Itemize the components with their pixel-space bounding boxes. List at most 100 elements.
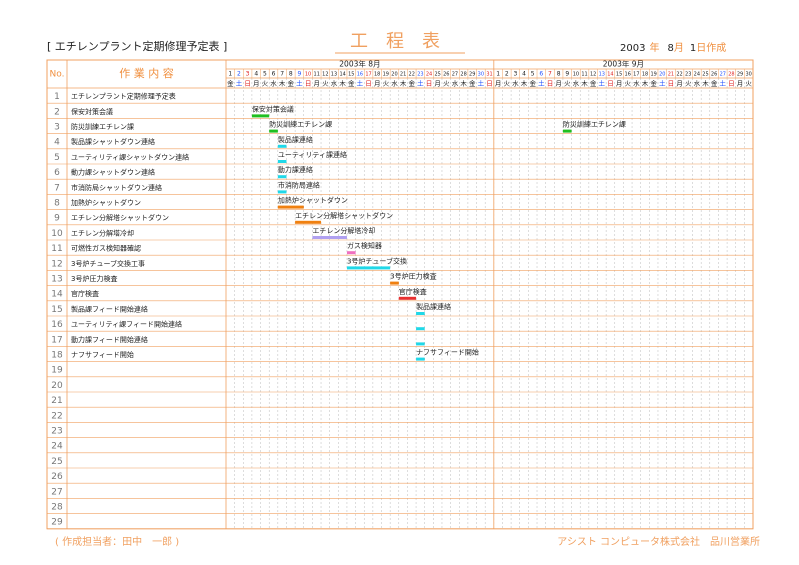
weekday: 日 xyxy=(728,80,735,88)
weekday: 土 xyxy=(538,79,545,88)
day-number: 25 xyxy=(434,71,440,77)
day-number: 2 xyxy=(505,70,509,77)
day-number: 9 xyxy=(565,70,569,77)
task-bar xyxy=(416,357,425,361)
day-number: 4 xyxy=(254,70,258,77)
weekday: 月 xyxy=(374,80,381,88)
weekday: 土 xyxy=(236,79,243,88)
date-unit: 月 xyxy=(674,42,684,54)
day-number: 26 xyxy=(443,71,449,77)
task-name: 製品課シャットダウン連絡 xyxy=(71,137,155,146)
bar-label: 防災訓練エチレン課 xyxy=(563,120,626,129)
row-number: 24 xyxy=(51,442,63,452)
bar-label: ナフサフィード開始 xyxy=(416,348,479,357)
weekday: 木 xyxy=(400,79,407,88)
table-frame xyxy=(46,59,754,530)
bar-label: 官庁検査 xyxy=(399,287,427,296)
row-number: 4 xyxy=(54,138,60,148)
task-bar xyxy=(390,281,399,285)
bar-label: エチレン分解塔冷却 xyxy=(312,226,375,235)
task-bar xyxy=(277,144,287,148)
weekday: 土 xyxy=(478,79,485,88)
row-number: 28 xyxy=(51,503,63,513)
weekday: 日 xyxy=(305,80,312,88)
weekday: 月 xyxy=(555,80,562,88)
day-number: 13 xyxy=(599,71,605,77)
task-bar xyxy=(277,205,304,209)
day-number: 7 xyxy=(548,70,552,77)
author: ( 作成担当者：田中 一郎 ) xyxy=(55,535,179,548)
weekday: 火 xyxy=(443,80,450,88)
day-number: 14 xyxy=(339,71,345,77)
task-name: エチレン分解塔シャットダウン xyxy=(71,213,169,222)
creation-date: 2003 年 8月 1日作成 xyxy=(620,41,726,54)
task-bar xyxy=(562,129,572,133)
weekday: 金 xyxy=(227,79,234,88)
row-number: 6 xyxy=(54,168,60,178)
day-number: 3 xyxy=(246,70,250,77)
day-number: 30 xyxy=(745,71,751,77)
task-name: エチレンプラント定期修理予定表 xyxy=(71,92,176,101)
day-number: 27 xyxy=(452,71,458,77)
weekday: 月 xyxy=(676,80,683,88)
day-number: 22 xyxy=(409,71,415,77)
weekday: 月 xyxy=(434,80,441,88)
row-number: 23 xyxy=(51,427,62,437)
day-number: 24 xyxy=(694,71,700,77)
weekday: 日 xyxy=(244,80,251,88)
day-number: 15 xyxy=(616,71,622,77)
day-number: 11 xyxy=(314,71,320,77)
task-bar xyxy=(416,327,425,331)
row-number: 25 xyxy=(51,457,62,467)
company: アシスト コンピュータ株式会社 品川営業所 xyxy=(557,535,760,548)
day-number: 19 xyxy=(650,71,656,77)
bar-label: 製品課連絡 xyxy=(416,302,451,311)
day-number: 2 xyxy=(237,70,241,77)
row-number: 15 xyxy=(51,305,62,315)
weekday: 火 xyxy=(624,80,631,88)
weekday: 日 xyxy=(668,80,675,88)
row-number: 11 xyxy=(51,244,62,254)
weekday: 火 xyxy=(504,80,511,88)
weekday: 土 xyxy=(659,79,666,88)
bar-label: 防災訓練エチレン課 xyxy=(269,120,332,129)
day-number: 27 xyxy=(720,71,726,77)
bar-label: 動力課連絡 xyxy=(278,165,313,174)
day-number: 29 xyxy=(737,71,743,77)
weekday: 土 xyxy=(357,79,364,88)
bar-label: 市消防局連絡 xyxy=(278,180,320,189)
task-name: 3号炉圧力検査 xyxy=(71,274,117,283)
row-number: 20 xyxy=(51,381,63,391)
day-number: 13 xyxy=(331,71,337,77)
task-name: ナフサフィード開始 xyxy=(71,350,134,359)
weekday: 月 xyxy=(616,80,623,88)
bar-label: 保安対策会議 xyxy=(252,104,294,113)
weekday: 水 xyxy=(633,79,640,88)
day-number: 22 xyxy=(676,71,682,77)
task-bar xyxy=(416,342,425,346)
weekday: 火 xyxy=(383,80,390,88)
bar-label: 製品課連絡 xyxy=(278,135,313,144)
day-number: 3 xyxy=(514,70,518,77)
task-bar xyxy=(269,129,278,133)
weekday: 日 xyxy=(547,80,554,88)
day-number: 16 xyxy=(625,71,631,77)
weekday: 木 xyxy=(279,79,286,88)
day-number: 21 xyxy=(400,71,406,77)
day-number: 24 xyxy=(426,71,432,77)
weekday: 水 xyxy=(694,79,701,88)
task-bar xyxy=(277,175,287,179)
day-number: 20 xyxy=(391,71,397,77)
weekday: 火 xyxy=(322,80,329,88)
day-number: 1 xyxy=(496,70,500,77)
bar-label: 3号炉圧力検査 xyxy=(390,272,436,281)
day-number: 23 xyxy=(685,71,691,77)
day-number: 1 xyxy=(228,70,232,77)
weekday: 土 xyxy=(417,79,424,88)
weekday: 水 xyxy=(512,79,519,88)
row-number: 21 xyxy=(51,396,62,406)
weekday: 水 xyxy=(270,79,277,88)
bar-label: 加熱炉シャットダウン xyxy=(278,196,348,205)
task-name: ユーティリティ課フィード開始連絡 xyxy=(71,320,182,329)
